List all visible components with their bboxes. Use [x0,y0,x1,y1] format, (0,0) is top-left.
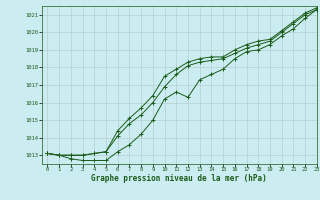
X-axis label: Graphe pression niveau de la mer (hPa): Graphe pression niveau de la mer (hPa) [91,174,267,183]
